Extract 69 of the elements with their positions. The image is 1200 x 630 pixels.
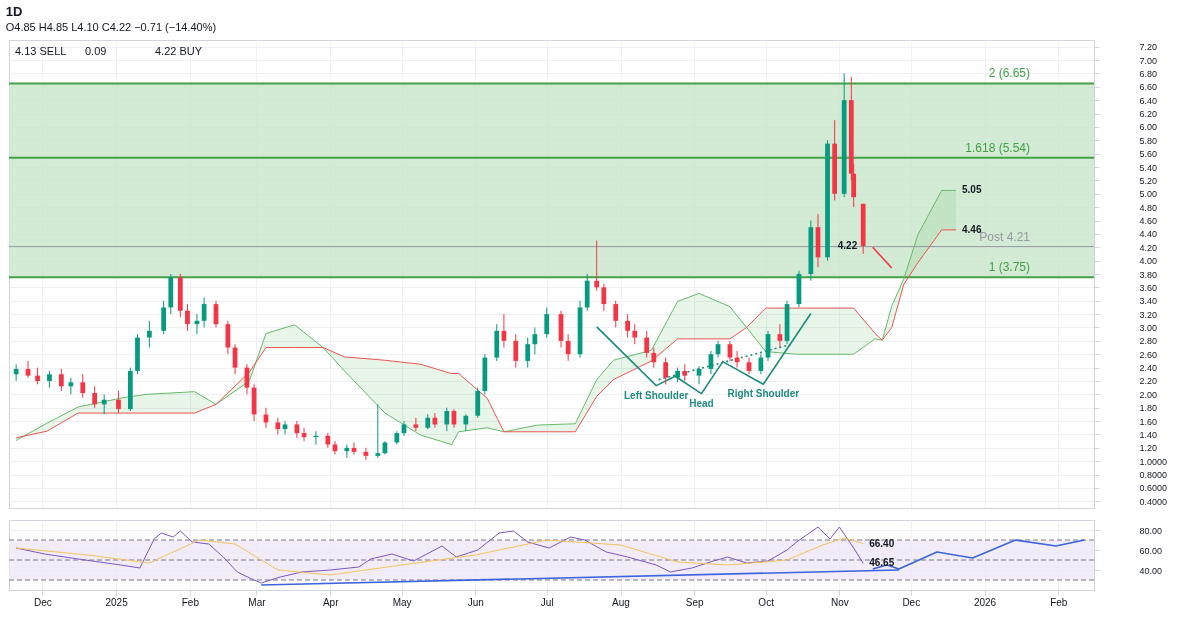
- y-tick-label: 7.00: [1139, 55, 1158, 66]
- y-tick-label: 2.80: [1139, 336, 1158, 347]
- y-tick-label: 1.60: [1139, 416, 1158, 427]
- y-tick-label: 1.20: [1139, 443, 1158, 454]
- y-tick-label: 40.00: [1139, 565, 1163, 576]
- annotation: Left Shoulder: [623, 389, 689, 401]
- y-tick-label: 5.00: [1139, 189, 1158, 200]
- y-tick-label: 6.40: [1139, 95, 1158, 106]
- annotation: Head: [689, 397, 714, 409]
- y-tick-label: 1.80: [1139, 403, 1158, 414]
- x-tick-label: Feb: [181, 596, 200, 608]
- x-tick-label: Dec: [33, 596, 52, 608]
- annotation: 4.13 SELL: [15, 45, 67, 57]
- x-tick-label: Dec: [902, 596, 921, 608]
- y-tick-label: 3.40: [1139, 296, 1158, 307]
- y-tick-label: 6.60: [1139, 82, 1158, 93]
- annotation: 46.65: [869, 557, 895, 569]
- x-tick-label: Feb: [1050, 596, 1068, 608]
- y-tick-label: 0.8000: [1139, 470, 1168, 481]
- y-tick-label: 4.20: [1139, 242, 1158, 253]
- x-tick-label: Oct: [758, 596, 775, 608]
- annotation: 66.40: [869, 537, 895, 549]
- y-tick-label: 3.00: [1139, 322, 1158, 333]
- y-tick-label: 2.60: [1139, 349, 1158, 360]
- y-tick-label: 2.00: [1139, 389, 1158, 400]
- y-tick-label: 0.6000: [1139, 483, 1168, 494]
- annotation: 4.22: [837, 239, 858, 251]
- y-tick-label: 0.4000: [1139, 496, 1168, 507]
- y-tick-label: 4.80: [1139, 202, 1158, 213]
- x-tick-label: 2026: [973, 596, 997, 608]
- x-tick-label: Jul: [540, 596, 554, 608]
- y-tick-label: 2.40: [1139, 363, 1158, 374]
- y-tick-label: 6.80: [1139, 68, 1158, 79]
- y-tick-label: 80.00: [1139, 525, 1163, 536]
- ref-line-label: 1.618 (5.54): [965, 140, 1030, 155]
- x-tick-label: Sep: [685, 596, 705, 608]
- y-tick-label: 4.00: [1139, 256, 1158, 267]
- annotation: 4.22 BUY: [155, 45, 203, 57]
- y-tick-label: 5.20: [1139, 175, 1158, 186]
- x-tick-label: May: [392, 596, 412, 608]
- y-tick-label: 5.60: [1139, 149, 1158, 160]
- x-tick-label: Jun: [467, 596, 484, 608]
- y-tick-label: 2.20: [1139, 376, 1158, 387]
- x-tick-label: Aug: [612, 596, 630, 608]
- annotation: 5.05: [962, 184, 982, 196]
- y-tick-label: 60.00: [1139, 545, 1163, 556]
- x-tick-label: 2025: [105, 596, 129, 608]
- y-tick-label: 4.40: [1139, 229, 1158, 240]
- x-tick-label: Apr: [322, 596, 340, 608]
- y-tick-label: 3.20: [1139, 309, 1158, 320]
- y-tick-label: 1.0000: [1139, 456, 1168, 467]
- x-tick-label: Nov: [831, 596, 849, 608]
- annotation: 4.46: [962, 223, 982, 235]
- y-tick-label: 5.80: [1139, 135, 1158, 146]
- chart-title: 1D: [5, 3, 23, 19]
- chart-subtitle: O4.85 H4.85 L4.10 C4.22 −0.71 (−14.40%): [5, 20, 217, 33]
- ref-line-label: 2 (6.65): [988, 66, 1030, 81]
- y-tick-label: 5.40: [1139, 162, 1158, 173]
- annotation: Right Shoulder: [727, 388, 800, 400]
- y-tick-label: 3.80: [1139, 269, 1158, 280]
- y-tick-label: 6.20: [1139, 109, 1158, 120]
- y-tick-label: 1.40: [1139, 429, 1158, 440]
- x-tick-label: Mar: [248, 596, 267, 608]
- ref-line-label: 1 (3.75): [988, 260, 1030, 275]
- y-tick-label: 7.20: [1139, 42, 1158, 53]
- annotation: 0.09: [85, 45, 107, 57]
- y-tick-label: 4.60: [1139, 216, 1158, 227]
- y-tick-label: 3.60: [1139, 282, 1158, 293]
- y-tick-label: 6.00: [1139, 122, 1158, 133]
